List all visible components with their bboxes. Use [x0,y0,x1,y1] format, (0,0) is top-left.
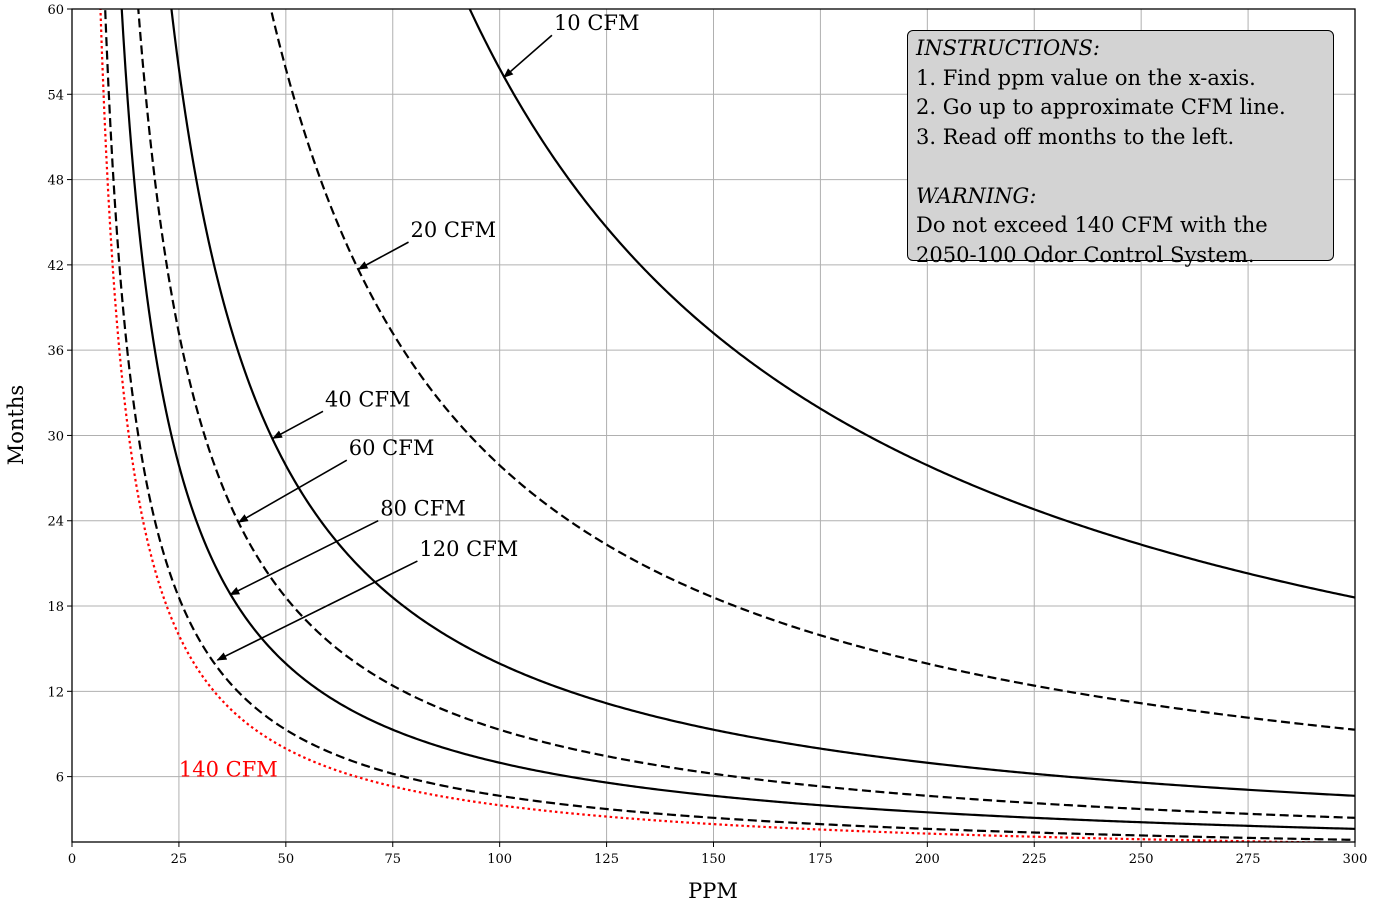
annotation-arrow [272,410,324,439]
y-axis-title: Months [4,385,28,465]
instruction-step-1: 1. Find ppm value on the x-axis. [916,65,1256,90]
annotation-arrow [503,34,553,78]
annotation-label: 10 CFM [554,11,640,35]
annotation-label: 80 CFM [380,497,466,521]
annotation-label-140-cfm: 140 CFM [179,758,278,782]
annotation-label: 20 CFM [411,218,497,242]
box-spacer [916,152,1325,182]
annotation-arrow [216,560,418,661]
annotation-label: 40 CFM [325,387,411,411]
annotation-label: 60 CFM [349,436,435,460]
x-tick-label: 300 [1343,852,1368,867]
y-tick-label: 12 [47,685,64,700]
curve-group [99,9,1355,842]
axis-ticks: 0 25 50 75 100 125 150 175 200 225 250 275 300 6 12 18 2… [47,3,1367,867]
x-axis-title: PPM [688,879,738,903]
x-tick-label: 50 [278,852,295,867]
annotations: 10 CFM 20 CFM 40 CFM 60 CFM 80 CFM 120 CFM 140… [179,11,640,781]
y-tick-label: 54 [47,88,64,103]
annotation-arrow [357,241,409,270]
instruction-step-3: 3. Read off months to the left. [916,124,1235,149]
y-tick-label: 24 [47,515,64,530]
annotation-label: 120 CFM [419,537,518,561]
warning-line-1: Do not exceed 140 CFM with the [916,213,1268,237]
x-tick-label: 75 [384,852,401,867]
curve-40-cfm [170,9,1355,797]
warning-title: WARNING: [916,183,1037,208]
x-tick-label: 275 [1236,852,1261,867]
y-tick-label: 48 [47,174,64,189]
curve-20-cfm [269,9,1355,731]
y-tick-label: 42 [47,259,64,274]
x-tick-label: 175 [808,852,833,867]
annotation-arrow [237,459,348,523]
instruction-step-2: 2. Go up to approximate CFM line. [916,95,1286,119]
x-tick-label: 150 [701,852,726,867]
x-tick-label: 225 [1022,852,1047,867]
curve-80-cfm [120,9,1355,830]
x-tick-label: 250 [1129,852,1154,867]
warning-line-2: 2050-100 Odor Control System. [916,242,1255,267]
curve-120-cfm [104,9,1355,841]
x-tick-label: 125 [594,852,619,867]
x-tick-label: 0 [68,852,76,867]
x-tick-label: 100 [487,852,512,867]
x-tick-label: 25 [171,852,188,867]
y-tick-label: 6 [56,771,64,786]
curve-10-cfm [468,9,1355,599]
instructions-box: INSTRUCTIONS: 1. Find ppm value on the x… [907,30,1334,267]
y-tick-label: 36 [47,344,64,359]
y-tick-label: 60 [47,3,64,18]
x-tick-label: 200 [915,852,940,867]
y-tick-label: 30 [47,429,64,444]
curve-60-cfm [137,9,1355,819]
annotation-arrow [229,519,379,596]
instructions-title: INSTRUCTIONS: [916,36,1100,60]
y-tick-label: 18 [47,600,64,615]
